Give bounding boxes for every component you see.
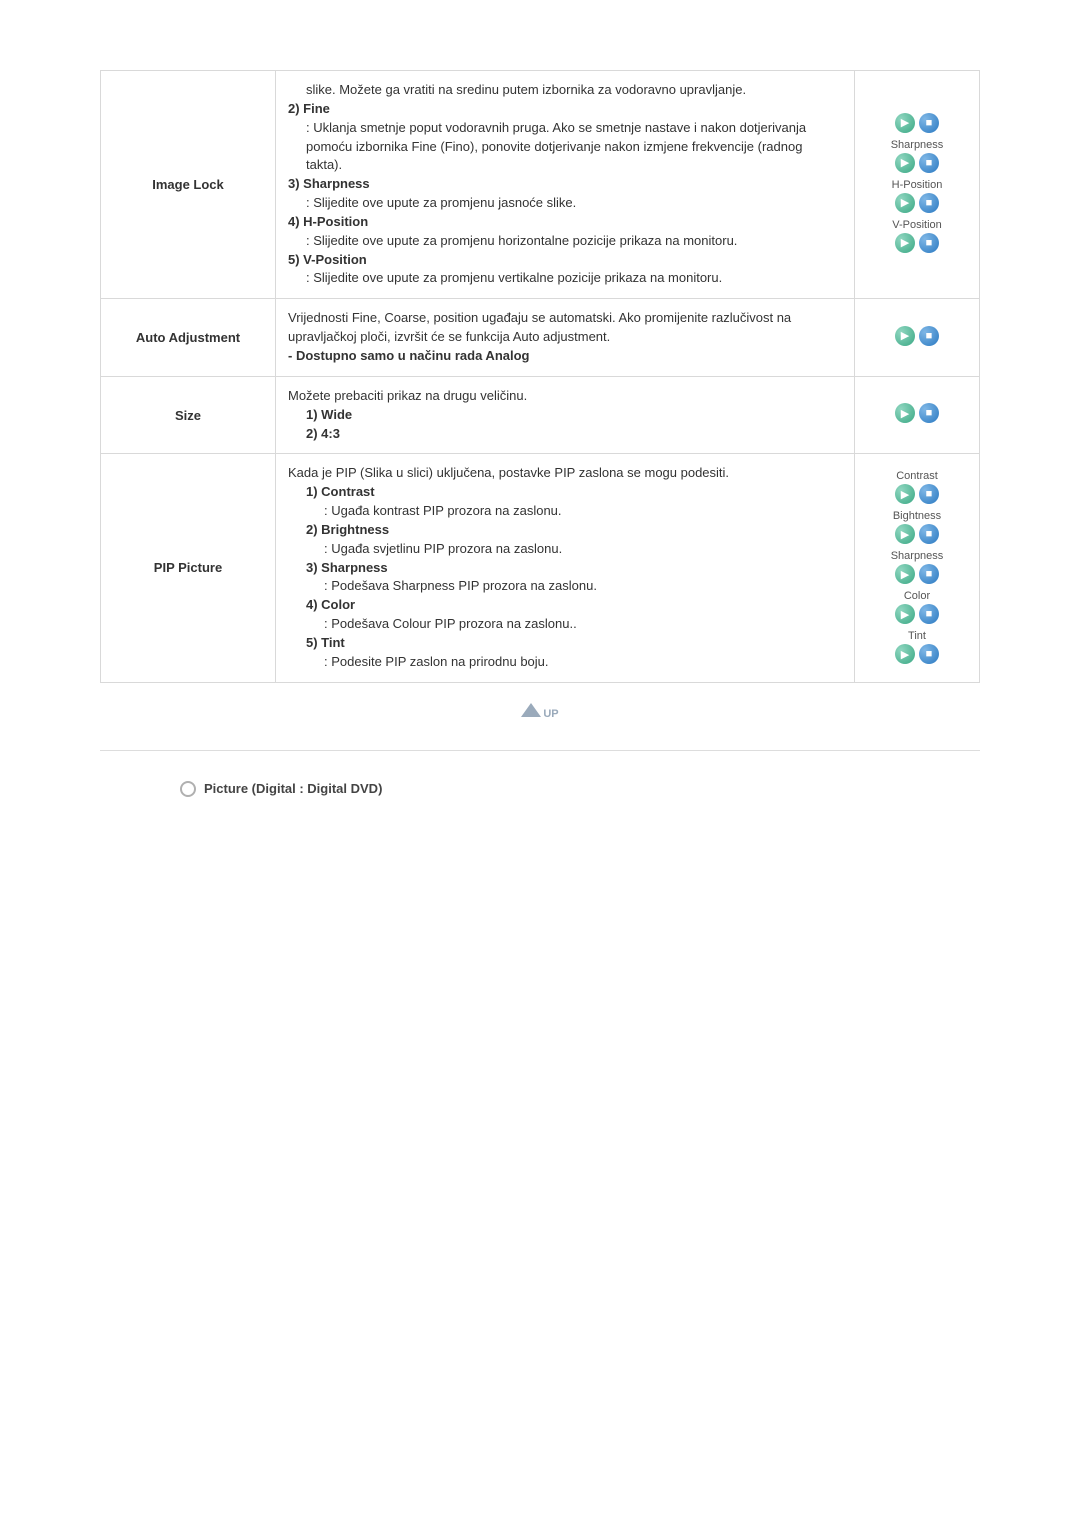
pip-item1-desc: : Ugađa kontrast PIP prozora na zaslonu. bbox=[288, 502, 842, 521]
image-lock-item5-title: 5) V-Position bbox=[288, 252, 367, 267]
image-lock-intro: slike. Možete ga vratiti na sredinu pute… bbox=[288, 81, 842, 100]
icon-pair: ▶ ■ bbox=[867, 326, 967, 346]
bullet-icon bbox=[180, 781, 196, 797]
play-icon[interactable]: ▶ bbox=[895, 403, 915, 423]
up-link[interactable]: UP bbox=[100, 703, 980, 720]
stop-icon[interactable]: ■ bbox=[919, 644, 939, 664]
image-lock-item2-title: 2) Fine bbox=[288, 101, 330, 116]
row-label-pip-picture: PIP Picture bbox=[101, 454, 276, 682]
up-arrow-icon bbox=[521, 703, 541, 717]
image-lock-item5-desc: : Slijedite ove upute za promjenu vertik… bbox=[288, 269, 842, 288]
table-row: Image Lock slike. Možete ga vratiti na s… bbox=[101, 71, 980, 299]
play-icon[interactable]: ▶ bbox=[895, 113, 915, 133]
stop-icon[interactable]: ■ bbox=[919, 153, 939, 173]
icon-label: Sharpness bbox=[867, 550, 967, 562]
stop-icon[interactable]: ■ bbox=[919, 524, 939, 544]
icon-pair: ▶ ■ bbox=[867, 564, 967, 584]
size-line1: Možete prebaciti prikaz na drugu veličin… bbox=[288, 388, 527, 403]
pip-item2-desc: : Ugađa svjetlinu PIP prozora na zaslonu… bbox=[288, 540, 842, 559]
row-icons-image-lock: ▶ ■ Sharpness ▶ ■ H-Position ▶ ■ V-Posit… bbox=[855, 71, 980, 299]
icon-pair: ▶ ■ bbox=[867, 193, 967, 213]
stop-icon[interactable]: ■ bbox=[919, 484, 939, 504]
stop-icon[interactable]: ■ bbox=[919, 564, 939, 584]
up-text: UP bbox=[543, 708, 558, 720]
auto-adjustment-line1: Vrijednosti Fine, Coarse, position ugađa… bbox=[288, 310, 791, 344]
icon-pair: ▶ ■ bbox=[867, 233, 967, 253]
row-label-auto-adjustment: Auto Adjustment bbox=[101, 299, 276, 377]
row-icons-auto-adjustment: ▶ ■ bbox=[855, 299, 980, 377]
play-icon[interactable]: ▶ bbox=[895, 484, 915, 504]
section-title: Picture (Digital : Digital DVD) bbox=[204, 781, 382, 796]
icon-label: Sharpness bbox=[867, 139, 967, 151]
row-icons-size: ▶ ■ bbox=[855, 376, 980, 454]
size-opt1: 1) Wide bbox=[288, 406, 842, 425]
image-lock-item4-desc: : Slijedite ove upute za promjenu horizo… bbox=[288, 232, 842, 251]
pip-item1-title: 1) Contrast bbox=[288, 483, 842, 502]
pip-item3-desc: : Podešava Sharpness PIP prozora na zasl… bbox=[288, 577, 842, 596]
pip-item5-desc: : Podesite PIP zaslon na prirodnu boju. bbox=[288, 653, 842, 672]
icon-label: Contrast bbox=[867, 470, 967, 482]
play-icon[interactable]: ▶ bbox=[895, 524, 915, 544]
pip-item4-title: 4) Color bbox=[288, 596, 842, 615]
row-label-image-lock: Image Lock bbox=[101, 71, 276, 299]
icon-label: Bightness bbox=[867, 510, 967, 522]
table-row: Auto Adjustment Vrijednosti Fine, Coarse… bbox=[101, 299, 980, 377]
settings-table: Image Lock slike. Možete ga vratiti na s… bbox=[100, 70, 980, 683]
pip-item3-title: 3) Sharpness bbox=[288, 559, 842, 578]
icon-label: Color bbox=[867, 590, 967, 602]
stop-icon[interactable]: ■ bbox=[919, 233, 939, 253]
pip-item4-desc: : Podešava Colour PIP prozora na zaslonu… bbox=[288, 615, 842, 634]
pip-item5-title: 5) Tint bbox=[288, 634, 842, 653]
row-desc-pip-picture: Kada je PIP (Slika u slici) uključena, p… bbox=[276, 454, 855, 682]
icon-pair: ▶ ■ bbox=[867, 524, 967, 544]
play-icon[interactable]: ▶ bbox=[895, 153, 915, 173]
icon-pair: ▶ ■ bbox=[867, 403, 967, 423]
stop-icon[interactable]: ■ bbox=[919, 403, 939, 423]
row-icons-pip-picture: Contrast ▶ ■ Bightness ▶ ■ Sharpness ▶ ■… bbox=[855, 454, 980, 682]
icon-label: Tint bbox=[867, 630, 967, 642]
row-desc-size: Možete prebaciti prikaz na drugu veličin… bbox=[276, 376, 855, 454]
size-opt2: 2) 4:3 bbox=[288, 425, 842, 444]
image-lock-item2-desc: : Uklanja smetnje poput vodoravnih pruga… bbox=[288, 119, 842, 176]
pip-intro: Kada je PIP (Slika u slici) uključena, p… bbox=[288, 465, 729, 480]
play-icon[interactable]: ▶ bbox=[895, 326, 915, 346]
image-lock-item4-title: 4) H-Position bbox=[288, 214, 368, 229]
icon-label: V-Position bbox=[867, 219, 967, 231]
row-label-size: Size bbox=[101, 376, 276, 454]
play-icon[interactable]: ▶ bbox=[895, 564, 915, 584]
stop-icon[interactable]: ■ bbox=[919, 326, 939, 346]
play-icon[interactable]: ▶ bbox=[895, 604, 915, 624]
image-lock-item3-desc: : Slijedite ove upute za promjenu jasnoć… bbox=[288, 194, 842, 213]
stop-icon[interactable]: ■ bbox=[919, 193, 939, 213]
play-icon[interactable]: ▶ bbox=[895, 193, 915, 213]
section-header: Picture (Digital : Digital DVD) bbox=[180, 781, 980, 797]
pip-item2-title: 2) Brightness bbox=[288, 521, 842, 540]
table-row: PIP Picture Kada je PIP (Slika u slici) … bbox=[101, 454, 980, 682]
stop-icon[interactable]: ■ bbox=[919, 113, 939, 133]
play-icon[interactable]: ▶ bbox=[895, 644, 915, 664]
stop-icon[interactable]: ■ bbox=[919, 604, 939, 624]
icon-pair: ▶ ■ bbox=[867, 484, 967, 504]
table-row: Size Možete prebaciti prikaz na drugu ve… bbox=[101, 376, 980, 454]
row-desc-auto-adjustment: Vrijednosti Fine, Coarse, position ugađa… bbox=[276, 299, 855, 377]
play-icon[interactable]: ▶ bbox=[895, 233, 915, 253]
image-lock-item3-title: 3) Sharpness bbox=[288, 176, 370, 191]
icon-label: H-Position bbox=[867, 179, 967, 191]
auto-adjustment-line2: - Dostupno samo u načinu rada Analog bbox=[288, 348, 529, 363]
row-desc-image-lock: slike. Možete ga vratiti na sredinu pute… bbox=[276, 71, 855, 299]
icon-pair: ▶ ■ bbox=[867, 644, 967, 664]
icon-ppair: ▶ ■ bbox=[867, 113, 967, 133]
icon-pair: ▶ ■ bbox=[867, 604, 967, 624]
icon-pair: ▶ ■ bbox=[867, 153, 967, 173]
divider bbox=[100, 750, 980, 751]
